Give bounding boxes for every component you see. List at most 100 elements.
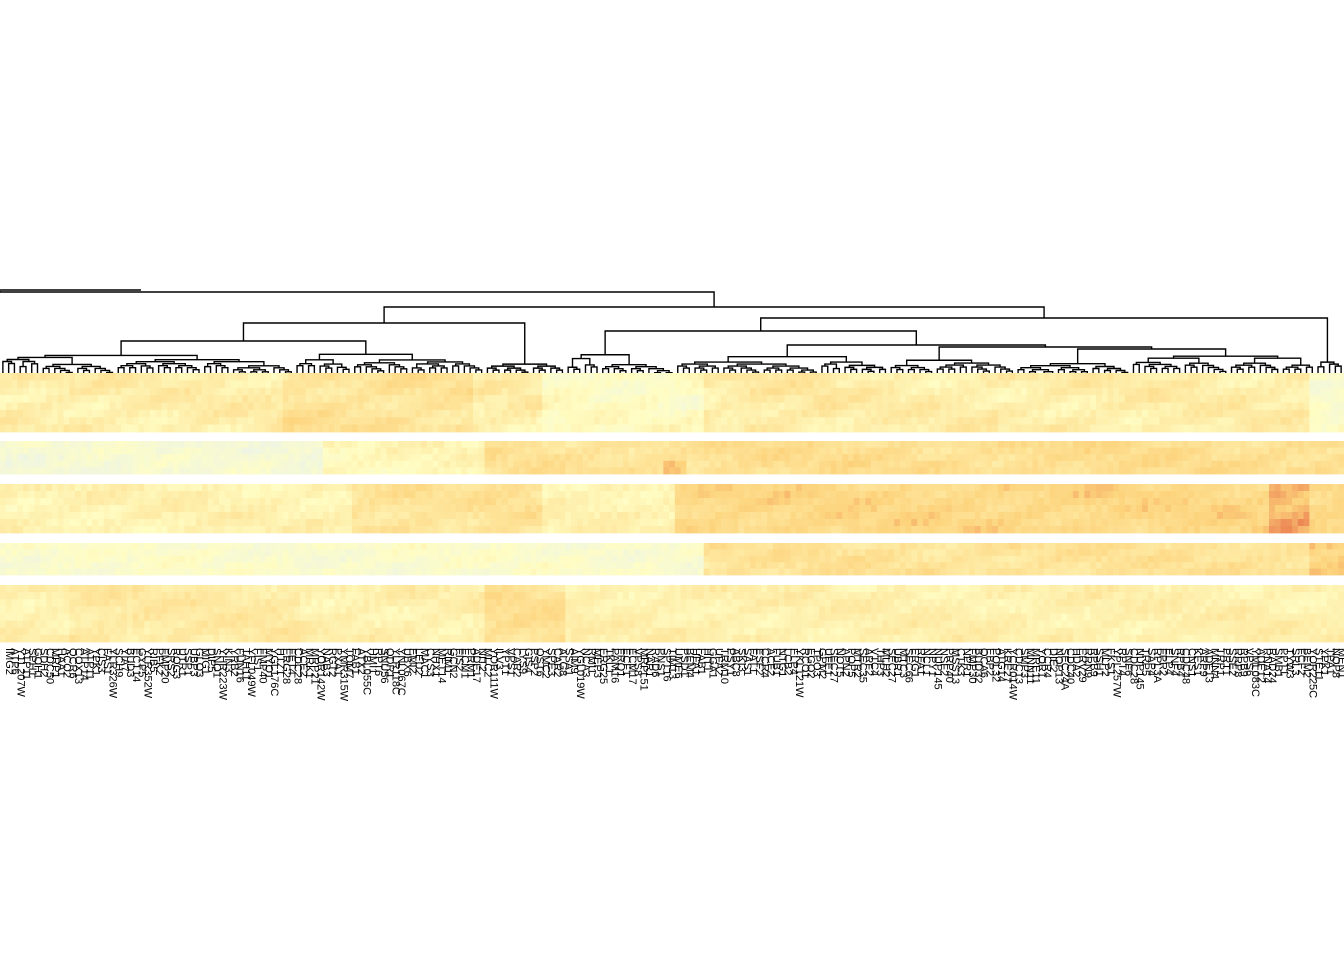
heatmap-cell [1309, 441, 1315, 448]
heatmap-cell [583, 512, 589, 519]
heatmap-cell [398, 512, 404, 519]
heatmap-cell [415, 373, 421, 381]
heatmap-cell [588, 498, 594, 505]
heatmap-cell [35, 467, 41, 474]
heatmap-cell [554, 395, 560, 403]
heatmap-cell [450, 526, 456, 533]
heatmap-cell [686, 417, 692, 425]
heatmap-cell [1298, 467, 1304, 474]
heatmap-cell [213, 491, 219, 498]
heatmap-cell [404, 395, 410, 403]
heatmap-cell [438, 505, 444, 512]
heatmap-cell [1061, 417, 1067, 425]
heatmap-cell [46, 526, 52, 533]
heatmap-cell [167, 526, 173, 533]
heatmap-cell [121, 388, 127, 396]
heatmap-cell [1067, 441, 1073, 448]
heatmap-cell [179, 373, 185, 381]
heatmap-cell [767, 388, 773, 396]
heatmap-cell [802, 410, 808, 418]
heatmap-cell [640, 441, 646, 448]
heatmap-cell [92, 491, 98, 498]
heatmap-cell [865, 519, 871, 526]
heatmap-cell [611, 467, 617, 474]
heatmap-cell [859, 373, 865, 381]
heatmap-cell [1050, 441, 1056, 448]
heatmap-cell [58, 526, 64, 533]
heatmap-cell [1142, 417, 1148, 425]
heatmap-cell [623, 441, 629, 448]
heatmap-cell [1136, 491, 1142, 498]
heatmap-cell [450, 403, 456, 411]
heatmap-cell [456, 519, 462, 526]
heatmap-cell [1079, 467, 1085, 474]
heatmap-cell [1067, 467, 1073, 474]
heatmap-cell [386, 441, 392, 448]
heatmap-cell [992, 491, 998, 498]
heatmap-cell [29, 380, 35, 388]
heatmap-cell [219, 484, 225, 491]
heatmap-cell [1269, 461, 1275, 468]
heatmap-cell [369, 395, 375, 403]
heatmap-cell [871, 526, 877, 533]
heatmap-cell [1067, 448, 1073, 455]
heatmap-cell [225, 380, 231, 388]
heatmap-cell [1281, 441, 1287, 448]
heatmap-cell [992, 373, 998, 381]
heatmap-cell [1033, 425, 1039, 433]
heatmap-cell [877, 395, 883, 403]
heatmap-cell [588, 467, 594, 474]
heatmap-cell [306, 519, 312, 526]
heatmap-cell [260, 425, 266, 433]
heatmap-cell [1321, 526, 1327, 533]
heatmap-cell [877, 526, 883, 533]
heatmap-cell [144, 448, 150, 455]
heatmap-cell [1113, 395, 1119, 403]
heatmap-cell [992, 417, 998, 425]
heatmap-cell [1079, 526, 1085, 533]
dendrogram-branch [1151, 368, 1157, 373]
heatmap-cell [865, 403, 871, 411]
heatmap-cell [1004, 395, 1010, 403]
heatmap-cell [427, 505, 433, 512]
heatmap-cell [779, 395, 785, 403]
heatmap-cell [513, 454, 519, 461]
heatmap-cell [1275, 505, 1281, 512]
heatmap-cell [802, 380, 808, 388]
heatmap-cell [294, 417, 300, 425]
heatmap-cell [6, 388, 12, 396]
heatmap-cell [1108, 526, 1114, 533]
heatmap-cell [635, 461, 641, 468]
heatmap-cell [854, 519, 860, 526]
heatmap-cell [242, 380, 248, 388]
heatmap-cell [335, 526, 341, 533]
heatmap-cell [652, 380, 658, 388]
heatmap-cell [12, 380, 18, 388]
heatmap-cell [721, 505, 727, 512]
heatmap-cell [888, 448, 894, 455]
heatmap-cell [35, 484, 41, 491]
heatmap-cell [1050, 467, 1056, 474]
heatmap-cell [1304, 512, 1310, 519]
heatmap-cell [940, 461, 946, 468]
heatmap-cell [1044, 403, 1050, 411]
heatmap-cell [1321, 388, 1327, 396]
heatmap-cell [640, 461, 646, 468]
heatmap-cell [46, 461, 52, 468]
heatmap-cell [271, 484, 277, 491]
heatmap-cell [1275, 373, 1281, 381]
heatmap-cell [1252, 491, 1258, 498]
heatmap-cell [554, 505, 560, 512]
heatmap-cell [831, 519, 837, 526]
heatmap-cell [646, 425, 652, 433]
heatmap-cell [1257, 441, 1263, 448]
heatmap-cell [485, 395, 491, 403]
heatmap-cell [173, 543, 179, 550]
heatmap-cell [81, 484, 87, 491]
heatmap-cell [658, 491, 664, 498]
heatmap-cell [1246, 388, 1252, 396]
heatmap-cell [496, 467, 502, 474]
heatmap-cell [1033, 491, 1039, 498]
heatmap-cell [635, 526, 641, 533]
heatmap-cell [981, 425, 987, 433]
